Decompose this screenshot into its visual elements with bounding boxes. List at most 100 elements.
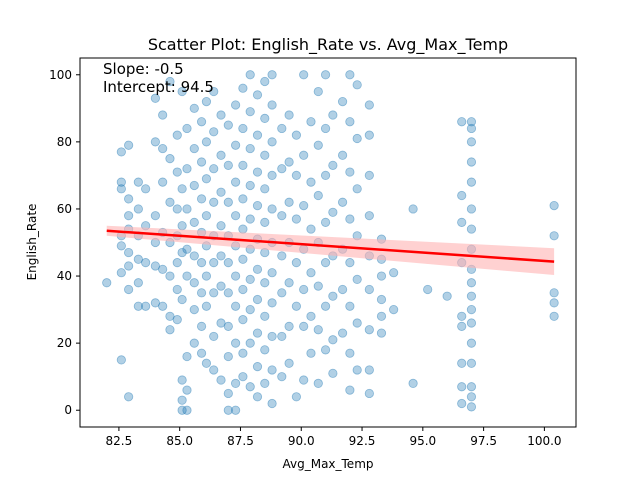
scatter-point — [182, 271, 192, 281]
scatter-point — [201, 97, 212, 107]
scatter-point — [150, 298, 160, 308]
scatter-point — [328, 368, 338, 378]
scatter-point — [172, 315, 182, 325]
scatter-point — [408, 378, 418, 388]
x-axis-label: Avg_Max_Temp — [282, 457, 373, 471]
scatter-point — [245, 304, 255, 315]
scatter-point — [313, 281, 323, 291]
scatter-point — [284, 197, 294, 207]
scatter-point — [223, 197, 233, 207]
scatter-point — [313, 325, 323, 335]
scatter-point — [277, 211, 287, 221]
scatter-point — [260, 278, 270, 288]
scatter-point — [231, 301, 241, 311]
scatter-point — [408, 204, 418, 214]
scatter-point — [364, 211, 374, 221]
scatter-point — [320, 258, 331, 268]
x-tick-label: 95.0 — [409, 434, 436, 448]
scatter-point — [133, 204, 143, 214]
scatter-point — [245, 274, 255, 284]
scatter-point — [466, 338, 477, 348]
scatter-point — [352, 365, 362, 375]
scatter-point — [201, 358, 212, 368]
scatter-point — [196, 258, 207, 268]
scatter-point — [165, 271, 175, 281]
scatter-point — [423, 284, 433, 295]
scatter-point — [364, 284, 374, 295]
scatter-point — [245, 214, 255, 224]
scatter-point — [172, 204, 182, 214]
scatter-point — [267, 204, 277, 214]
scatter-point — [320, 217, 331, 227]
scatter-point — [457, 321, 467, 331]
scatter-point — [252, 130, 263, 140]
scatter-point — [252, 264, 263, 274]
scatter-point — [284, 157, 294, 167]
scatter-point — [158, 177, 168, 187]
scatter-point — [196, 117, 207, 127]
scatter-point — [189, 143, 199, 154]
scatter-point — [223, 288, 233, 298]
scatter-point — [320, 345, 331, 355]
scatter-point — [165, 311, 175, 321]
scatter-point — [345, 117, 355, 127]
scatter-point — [466, 117, 477, 127]
scatter-point — [102, 278, 112, 288]
scatter-point — [313, 190, 323, 201]
plot-area — [102, 70, 559, 415]
scatter-point — [116, 147, 126, 157]
scatter-point — [201, 137, 212, 147]
scatter-point — [267, 398, 277, 409]
scatter-point — [189, 180, 199, 191]
scatter-point — [165, 76, 175, 87]
scatter-point — [245, 107, 255, 117]
scatter-point — [457, 117, 467, 127]
scatter-point — [260, 345, 270, 355]
scatter-point — [238, 224, 248, 234]
scatter-point — [389, 268, 399, 278]
scatter-point — [245, 180, 255, 191]
scatter-point — [252, 362, 263, 372]
x-tick-label: 90.0 — [288, 434, 315, 448]
scatter-point — [260, 311, 270, 321]
scatter-point — [182, 244, 192, 254]
scatter-point — [177, 247, 187, 258]
scatter-point — [306, 311, 316, 321]
y-axis: 0 20 40 60 80 100 — [49, 68, 80, 417]
scatter-point — [260, 76, 270, 87]
y-tick-label: 40 — [57, 269, 72, 283]
scatter-point — [223, 405, 233, 415]
scatter-point — [158, 301, 168, 311]
scatter-point — [150, 137, 160, 147]
scatter-point — [466, 358, 477, 368]
scatter-point — [231, 271, 241, 281]
scatter-point — [189, 304, 199, 315]
scatter-point — [177, 294, 187, 305]
scatter-point — [457, 358, 467, 368]
scatter-point — [352, 184, 362, 194]
scatter-point — [291, 214, 301, 224]
scatter-point — [277, 123, 287, 134]
scatter-point — [182, 405, 192, 415]
scatter-point — [216, 318, 226, 328]
scatter-point — [328, 335, 338, 345]
scatter-point — [549, 298, 559, 308]
scatter-point — [320, 170, 331, 181]
scatter-point — [252, 392, 263, 402]
scatter-point — [172, 284, 182, 295]
scatter-point — [389, 304, 399, 315]
scatter-point — [223, 258, 233, 268]
scatter-point — [238, 315, 248, 325]
scatter-point — [124, 140, 134, 150]
scatter-point — [177, 405, 187, 415]
scatter-point — [466, 291, 477, 301]
scatter-point — [133, 278, 143, 288]
scatter-point — [252, 201, 263, 211]
scatter-point — [277, 372, 287, 382]
scatter-point — [466, 304, 477, 315]
scatter-point — [165, 154, 175, 164]
scatter-point — [466, 224, 477, 234]
scatter-point — [306, 177, 316, 187]
scatter-point — [231, 405, 241, 415]
y-tick-label: 100 — [49, 68, 72, 82]
